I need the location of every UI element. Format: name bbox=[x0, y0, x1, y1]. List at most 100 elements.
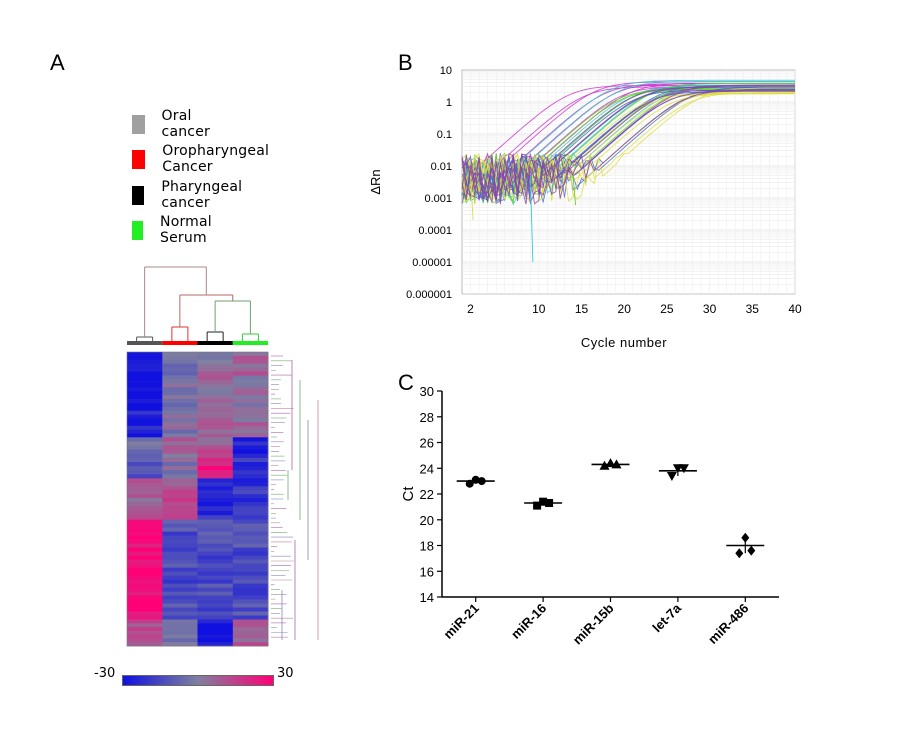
heatmap-cell bbox=[162, 627, 198, 632]
heatmap-cell bbox=[197, 543, 234, 548]
heatmap-cell bbox=[162, 515, 198, 520]
heatmap-cell bbox=[232, 591, 269, 596]
heatmap-cell bbox=[127, 547, 163, 552]
heatmap-cell bbox=[197, 445, 234, 450]
heatmap-cell bbox=[232, 387, 269, 392]
heatmap-cell bbox=[127, 627, 163, 632]
heatmap-cell bbox=[197, 595, 234, 600]
heatmap-cell bbox=[197, 623, 234, 628]
heatmap-cell bbox=[127, 462, 163, 467]
heatmap-cell bbox=[127, 437, 163, 442]
heatmap-cell bbox=[197, 453, 234, 459]
heatmap-cell bbox=[197, 486, 234, 491]
heatmap-cell bbox=[232, 367, 269, 372]
panel-label-a: A bbox=[50, 50, 65, 75]
heatmap-cell bbox=[197, 607, 234, 612]
heatmap-cell bbox=[232, 555, 269, 560]
heatmap-cell bbox=[197, 352, 234, 357]
heatmap-cell bbox=[127, 406, 163, 412]
heatmap-cell bbox=[197, 611, 234, 616]
heatmap-cell bbox=[232, 445, 269, 450]
heatmap-cell bbox=[127, 519, 163, 524]
heatmap-cell bbox=[232, 462, 269, 467]
heatmap-cell bbox=[232, 595, 269, 600]
heatmap-cell bbox=[197, 619, 234, 624]
legend-item-oral: Oral cancer bbox=[132, 108, 216, 140]
heatmap-cell bbox=[162, 591, 198, 596]
heatmap-cell bbox=[127, 441, 163, 446]
heatmap-cell bbox=[127, 535, 163, 540]
heatmap-cell bbox=[232, 611, 269, 616]
heatmap-cell bbox=[232, 498, 269, 503]
heatmap-cell bbox=[232, 627, 269, 632]
heatmap-cell bbox=[197, 634, 234, 639]
legend-label: Oropharyngeal Cancer bbox=[162, 143, 270, 175]
heatmap-cell bbox=[162, 575, 198, 580]
heatmap-cell bbox=[197, 642, 234, 647]
heatmap-cell bbox=[127, 599, 163, 604]
heatmap-cell bbox=[162, 587, 198, 592]
heatmap-cell bbox=[127, 634, 163, 639]
heatmap-cell bbox=[232, 575, 269, 580]
heatmap-cell bbox=[162, 559, 198, 564]
heatmap-cell bbox=[162, 619, 198, 624]
heatmap-cell bbox=[197, 410, 234, 415]
legend-item-normal: Normal Serum bbox=[132, 214, 220, 246]
heatmap-cell bbox=[232, 422, 269, 427]
heatmap-cell bbox=[127, 563, 163, 568]
heatmap-cell bbox=[127, 449, 163, 455]
heatmap-cell bbox=[232, 638, 269, 643]
heatmap-cell bbox=[162, 399, 198, 404]
heatmap-cell bbox=[162, 506, 198, 512]
heatmap-cell bbox=[127, 555, 163, 560]
heatmap-cell bbox=[127, 387, 163, 392]
heatmap-cell bbox=[232, 615, 269, 620]
heatmap-cell bbox=[127, 383, 163, 388]
legend-swatch bbox=[132, 149, 146, 169]
heatmap-cell bbox=[197, 531, 234, 536]
heatmap-cell bbox=[232, 501, 269, 507]
legend-swatch bbox=[132, 185, 145, 205]
heatmap-cell bbox=[232, 395, 269, 400]
heatmap-cell bbox=[127, 395, 163, 400]
heatmap-cell bbox=[197, 510, 234, 516]
heatmap-cell bbox=[162, 607, 198, 612]
heatmap-cell bbox=[162, 422, 198, 427]
heatmap-cell bbox=[162, 563, 198, 568]
heatmap-cell bbox=[197, 482, 234, 487]
heatmap-cell bbox=[127, 422, 163, 427]
heatmap-cell bbox=[232, 399, 269, 404]
colorbar-min-label: -30 bbox=[94, 666, 116, 681]
colorbar bbox=[122, 675, 274, 686]
heatmap-cell bbox=[127, 482, 163, 487]
heatmap-cell bbox=[232, 539, 269, 544]
heatmap-cell bbox=[127, 466, 163, 471]
group-color-bar bbox=[232, 341, 269, 345]
heatmap-cell bbox=[197, 494, 234, 499]
heatmap-cell bbox=[127, 603, 163, 608]
heatmap-cell bbox=[232, 474, 269, 479]
heatmap-cell bbox=[197, 418, 234, 423]
heatmap-cell bbox=[197, 371, 234, 376]
heatmap-cell bbox=[162, 449, 198, 455]
heatmap-cell bbox=[162, 519, 198, 524]
heatmap-cell bbox=[232, 579, 269, 584]
heatmap-cell bbox=[127, 375, 163, 380]
heatmap-cell bbox=[127, 363, 163, 369]
heatmap-cell bbox=[232, 551, 269, 556]
heatmap-cell bbox=[197, 399, 234, 404]
heatmap-cell bbox=[197, 422, 234, 427]
heatmap-cell bbox=[232, 607, 269, 612]
heatmap-cell bbox=[162, 555, 198, 560]
heatmap-cell bbox=[162, 539, 198, 544]
heatmap-cell bbox=[162, 470, 198, 475]
heatmap-cell bbox=[232, 494, 269, 499]
heatmap-cell bbox=[127, 501, 163, 507]
heatmap-cell bbox=[232, 410, 269, 415]
heatmap-cell bbox=[197, 551, 234, 556]
heatmap-cell bbox=[232, 523, 269, 528]
heatmap-cell bbox=[232, 379, 269, 384]
heatmap-cell bbox=[197, 474, 234, 479]
heatmap-cell bbox=[127, 425, 163, 431]
heatmap-cell bbox=[127, 486, 163, 491]
